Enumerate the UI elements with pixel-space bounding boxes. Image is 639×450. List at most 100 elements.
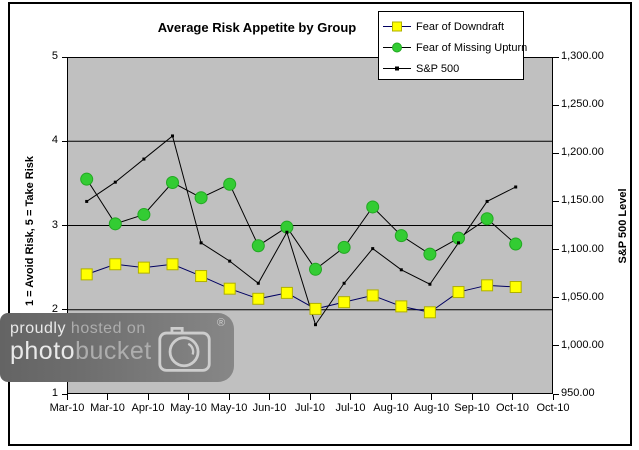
legend: Fear of Downdraft Fear of Missing Upturn S… bbox=[378, 11, 527, 80]
x-axis-tick bbox=[66, 394, 68, 400]
data-point-dash bbox=[256, 281, 260, 285]
right-axis-tick bbox=[553, 104, 559, 106]
left-axis-tick-label: 5 bbox=[51, 50, 58, 62]
watermark-bucket: bucket bbox=[75, 337, 152, 365]
x-axis-tick bbox=[431, 394, 432, 400]
series-line-dash bbox=[86, 135, 516, 326]
right-axis-tick-label: 1,200.00 bbox=[561, 146, 604, 159]
right-axis-tick bbox=[553, 200, 559, 202]
x-axis-tick-label: Mar-10 bbox=[90, 402, 125, 414]
right-axis-tick-label: 1,050.00 bbox=[561, 290, 604, 303]
data-point-dash bbox=[285, 230, 289, 234]
data-point-circle bbox=[366, 200, 380, 214]
data-point-circle bbox=[223, 177, 237, 191]
x-axis-tick bbox=[188, 394, 189, 400]
watermark-proudly: proudly bbox=[10, 320, 66, 337]
data-point-square bbox=[195, 270, 208, 283]
data-point-square bbox=[366, 289, 379, 302]
chart-title: Average Risk Appetite by Group bbox=[157, 20, 357, 35]
right-axis-title: S&P 500 Level bbox=[617, 188, 629, 264]
data-point-square bbox=[452, 286, 465, 299]
x-axis-tick-label: Aug-10 bbox=[413, 402, 450, 414]
series-line-circle bbox=[86, 178, 517, 271]
x-axis-tick bbox=[269, 394, 270, 400]
right-axis-tick-label: 1,300.00 bbox=[561, 50, 604, 62]
data-point-circle bbox=[423, 247, 437, 261]
left-axis-tick-label: 2 bbox=[51, 302, 58, 315]
x-axis-tick-label: Aug-10 bbox=[373, 402, 409, 414]
data-point-square bbox=[223, 282, 236, 295]
right-axis-tick-label: 1,100.00 bbox=[561, 242, 604, 255]
data-point-dash bbox=[457, 241, 460, 245]
data-point-square bbox=[395, 300, 408, 313]
right-axis-tick bbox=[553, 152, 559, 154]
x-axis-tick bbox=[552, 394, 554, 400]
watermark-photo: photo bbox=[10, 337, 76, 365]
data-point-circle bbox=[480, 212, 494, 226]
left-axis-tick bbox=[62, 225, 67, 226]
photobucket-watermark: proudly hosted on photobucket ® bbox=[0, 313, 234, 382]
left-axis-tick-label: 3 bbox=[51, 218, 58, 231]
data-point-dash bbox=[199, 241, 203, 245]
data-point-square bbox=[137, 261, 150, 274]
x-axis-tick-label: Jun-10 bbox=[252, 402, 287, 414]
data-point-circle bbox=[309, 262, 322, 276]
data-point-dash bbox=[399, 268, 403, 272]
data-point-square bbox=[252, 292, 265, 305]
legend-label: S&P 500 bbox=[416, 62, 460, 75]
right-axis-tick bbox=[553, 56, 559, 58]
data-point-dash bbox=[228, 259, 232, 263]
left-axis-tick bbox=[62, 309, 67, 311]
data-point-dash bbox=[314, 323, 317, 327]
right-axis-tick bbox=[553, 249, 559, 251]
series-line-square bbox=[86, 263, 516, 313]
data-point-square bbox=[309, 302, 322, 315]
x-axis-tick bbox=[228, 394, 230, 400]
data-point-dash bbox=[428, 282, 432, 286]
data-point-square bbox=[280, 286, 293, 299]
x-axis-tick-label: May-10 bbox=[170, 402, 207, 414]
x-axis-tick-label: Jul-10 bbox=[335, 402, 366, 414]
right-axis-tick bbox=[553, 345, 559, 347]
x-axis-tick bbox=[512, 394, 513, 400]
camera-icon bbox=[158, 327, 211, 372]
data-point-square bbox=[509, 281, 522, 294]
legend-entry: S&P 500 bbox=[382, 58, 523, 79]
x-axis-tick-label: Mar-10 bbox=[49, 402, 85, 414]
legend-marker-circle bbox=[383, 42, 411, 53]
data-point-dash bbox=[514, 185, 518, 189]
x-axis-tick bbox=[107, 394, 108, 400]
legend-label: Fear of Downdraft bbox=[416, 20, 505, 33]
data-point-dash bbox=[371, 247, 375, 251]
left-axis-tick-label: 4 bbox=[51, 134, 58, 147]
x-axis-tick-label: Oct-10 bbox=[536, 402, 570, 414]
data-point-dash bbox=[113, 180, 117, 184]
data-point-square bbox=[109, 258, 122, 271]
legend-entry: Fear of Missing Upturn bbox=[382, 37, 527, 58]
data-point-square bbox=[338, 296, 351, 309]
x-axis-tick bbox=[350, 394, 351, 400]
x-axis-tick-label: Sep-10 bbox=[454, 402, 490, 414]
right-axis-tick-label: 1,000.00 bbox=[561, 338, 604, 351]
x-axis-tick bbox=[471, 394, 473, 400]
data-point-circle bbox=[166, 176, 179, 190]
legend-label: Fear of Missing Upturn bbox=[416, 41, 528, 54]
right-axis-tick-label: 1,150.00 bbox=[561, 194, 604, 207]
data-point-dash bbox=[485, 199, 489, 203]
data-point-circle bbox=[108, 217, 122, 231]
right-axis-tick-label: 1,250.00 bbox=[561, 98, 604, 111]
x-axis-tick-label: May-10 bbox=[210, 402, 248, 414]
left-axis-tick bbox=[62, 56, 67, 58]
left-axis-tick-label: 1 bbox=[51, 387, 58, 399]
series-plot bbox=[67, 57, 553, 394]
data-point-circle bbox=[194, 191, 208, 205]
x-axis-tick-label: Oct-10 bbox=[495, 402, 529, 414]
right-axis-tick bbox=[553, 393, 559, 395]
data-point-circle bbox=[394, 229, 408, 243]
data-point-dash bbox=[142, 157, 146, 161]
legend-entry: Fear of Downdraft bbox=[382, 16, 523, 37]
left-axis-tick bbox=[62, 140, 67, 142]
data-point-square bbox=[481, 279, 494, 292]
watermark-hosted-on: hosted on bbox=[65, 320, 146, 337]
